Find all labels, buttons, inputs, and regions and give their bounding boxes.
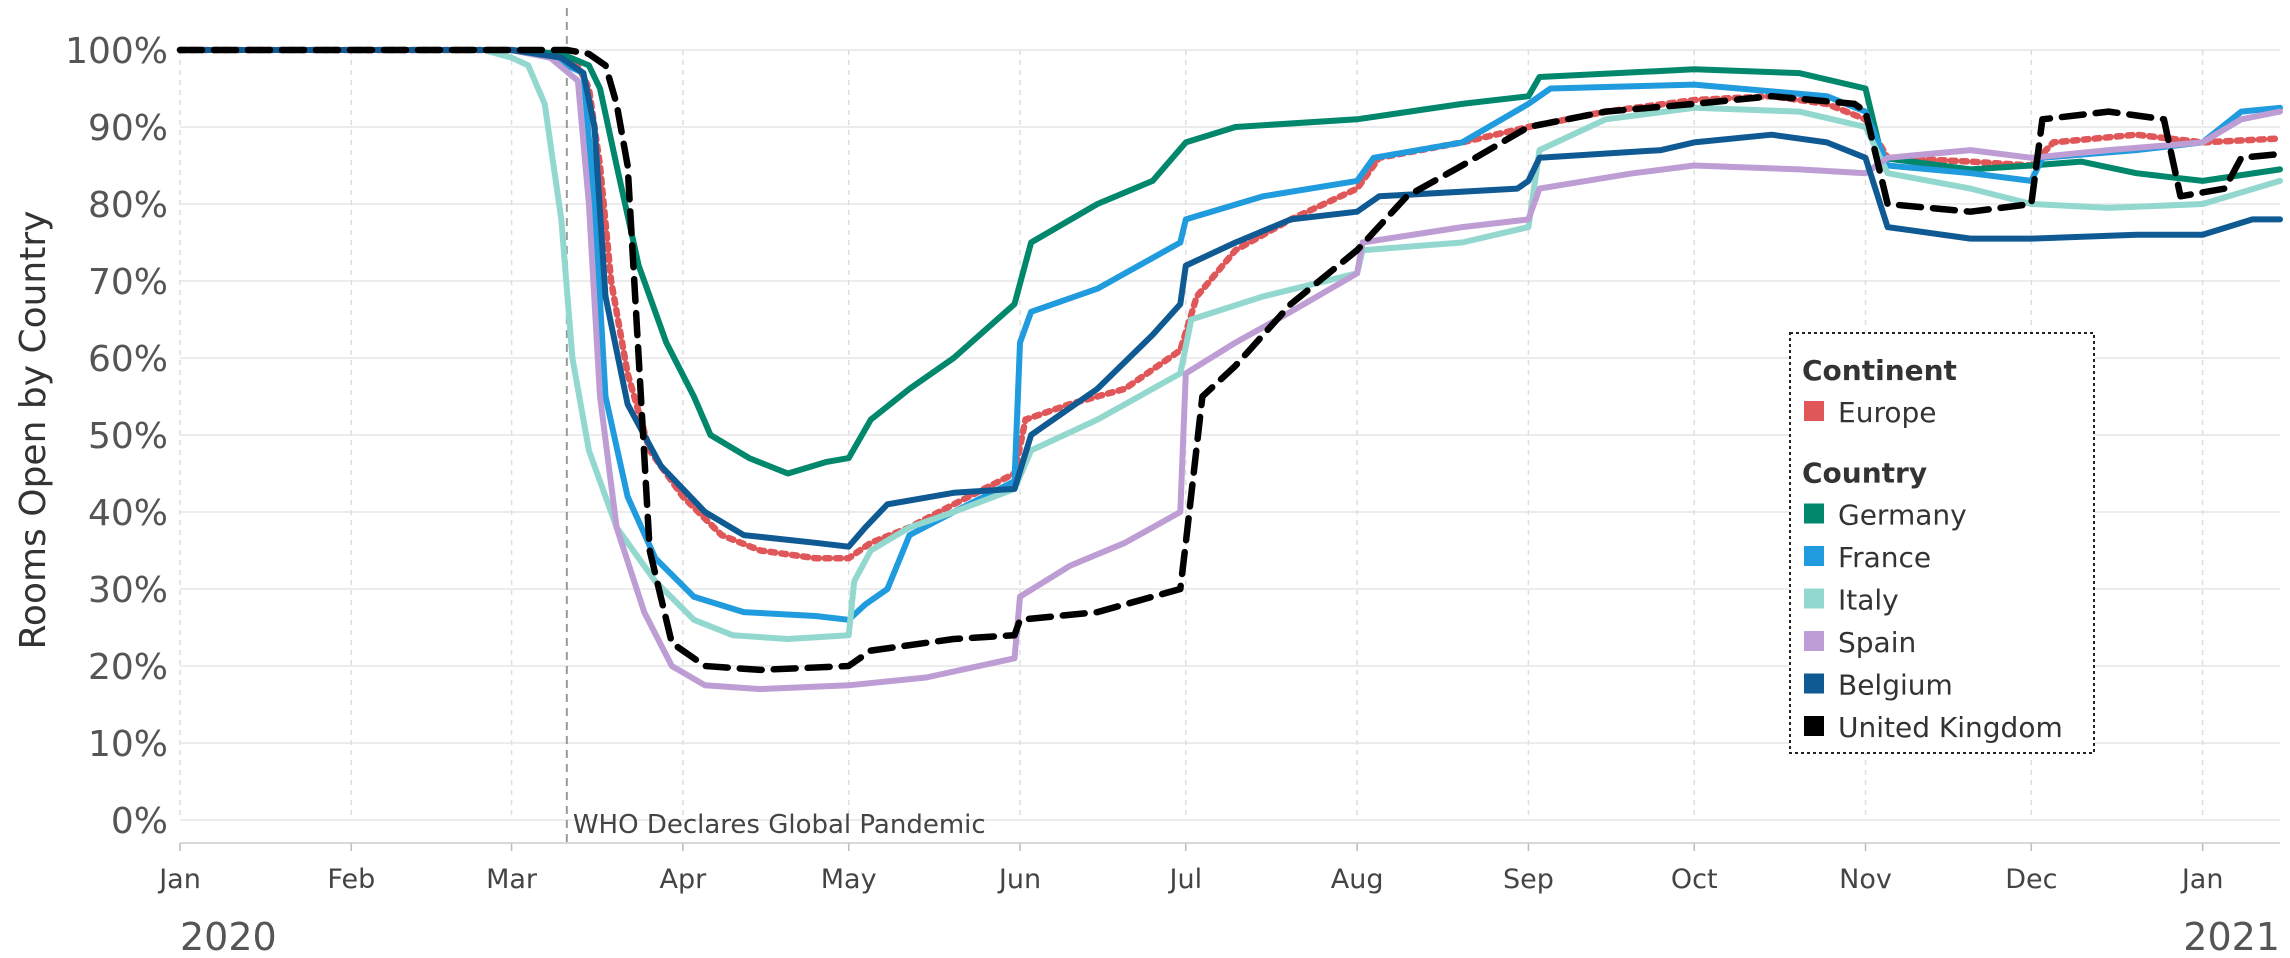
legend-swatch bbox=[1804, 588, 1824, 609]
legend-item-label: Belgium bbox=[1838, 669, 1953, 702]
x-tick-label: Jul bbox=[1168, 864, 1203, 895]
y-tick-label: 30% bbox=[88, 570, 168, 611]
x-tick-label: Sep bbox=[1503, 864, 1554, 895]
y-tick-label: 50% bbox=[88, 416, 168, 457]
y-tick-label: 70% bbox=[88, 262, 168, 303]
y-tick-label: 90% bbox=[88, 108, 168, 149]
legend-swatch bbox=[1804, 401, 1824, 421]
legend-item-label: Italy bbox=[1838, 584, 1899, 617]
y-axis-ticks: 0% 10% 20% 30% 40% 50% 60% 70% 80% 90% 100% bbox=[65, 31, 168, 842]
pandemic-annotation: WHO Declares Global Pandemic bbox=[573, 810, 986, 840]
y-tick-label: 10% bbox=[88, 724, 168, 765]
y-tick-label: 0% bbox=[111, 801, 168, 842]
x-tick-label: Mar bbox=[486, 864, 538, 895]
legend-swatch bbox=[1804, 716, 1824, 736]
legend-swatch bbox=[1804, 503, 1824, 524]
year-label-end: 2021 bbox=[2183, 915, 2280, 958]
x-tick-label: Apr bbox=[660, 864, 708, 895]
y-axis-title: Rooms Open by Country bbox=[13, 211, 54, 650]
series-line-united-kingdom bbox=[176, 46, 2284, 674]
legend-group-title: Country bbox=[1802, 457, 1927, 490]
y-tick-label: 60% bbox=[88, 339, 168, 380]
legend-item-label: Europe bbox=[1838, 396, 1936, 429]
x-tick-label: Nov bbox=[1839, 864, 1892, 895]
series-line-spain bbox=[177, 47, 2283, 693]
series-lines bbox=[176, 46, 2284, 693]
x-tick-label: May bbox=[821, 864, 877, 895]
legend: Continent Europe Country Germany France Italy… bbox=[1789, 332, 2095, 754]
series-line-italy bbox=[177, 47, 2283, 642]
y-tick-label: 20% bbox=[88, 647, 168, 688]
legend-box bbox=[1789, 332, 2095, 754]
legend-item-label: Germany bbox=[1838, 499, 1967, 532]
legend-swatch bbox=[1804, 631, 1824, 651]
x-tick-label: Aug bbox=[1331, 864, 1384, 895]
legend-item-label: France bbox=[1838, 541, 1931, 574]
x-tick-label: Jan bbox=[157, 864, 201, 895]
series-line-france bbox=[177, 47, 2283, 623]
y-tick-label: 80% bbox=[88, 185, 168, 226]
legend-item-label: Spain bbox=[1838, 626, 1916, 659]
legend-items: Continent Europe Country Germany France Italy… bbox=[1802, 354, 2063, 744]
x-tick-label: Jun bbox=[997, 864, 1041, 895]
legend-group-title: Continent bbox=[1802, 354, 1957, 387]
x-axis-ticks: Jan Feb Mar Apr May Jun Jul Aug Sep Oct Nov Dec Jan bbox=[157, 864, 2223, 895]
x-tick-label: Dec bbox=[2005, 864, 2057, 895]
legend-swatch bbox=[1804, 673, 1824, 694]
legend-item-label: United Kingdom bbox=[1838, 711, 2063, 744]
y-tick-label: 100% bbox=[65, 31, 168, 72]
x-tick-label: Oct bbox=[1671, 864, 1718, 895]
y-tick-label: 40% bbox=[88, 493, 168, 534]
x-tick-label: Jan bbox=[2180, 864, 2224, 895]
x-tick-label: Feb bbox=[327, 864, 375, 895]
year-label-start: 2020 bbox=[180, 915, 277, 958]
legend-swatch bbox=[1804, 546, 1824, 566]
